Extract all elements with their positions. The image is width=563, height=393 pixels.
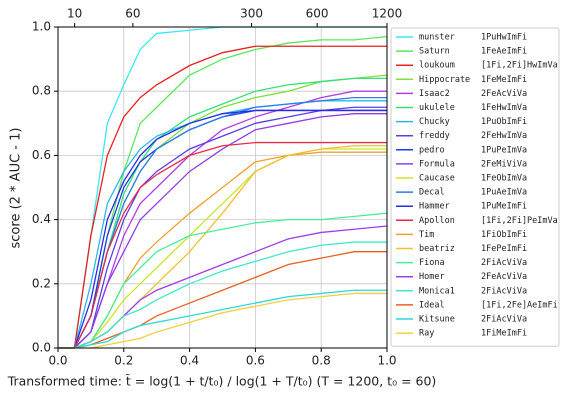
legend-code: 1FeMeImFi (481, 75, 527, 85)
legend-code: 1FeObImVa (481, 174, 527, 184)
x2-tick-label: 10 (67, 7, 82, 21)
series-line (58, 113, 387, 349)
series-line (58, 289, 387, 349)
series-line (58, 45, 387, 349)
series-line (58, 145, 387, 349)
x-tick-label: 0.2 (114, 354, 133, 368)
legend-label: Caucase (419, 174, 455, 184)
y-axis-label: score (2 * AUC - 1) (9, 128, 24, 249)
series-line (58, 148, 387, 349)
legend-code: 1FiObImFi (481, 230, 527, 240)
legend-label: Apollon (419, 216, 455, 226)
legend-label: munster (419, 33, 455, 43)
legend-code: 1FePeImFi (481, 244, 527, 254)
x-tick-label: 0.0 (48, 354, 67, 368)
legend-code: 2FiAcViVa (481, 286, 527, 296)
legend-code: [1Fi,2Fi]HwImVa (481, 61, 558, 71)
legend-label: freddy (419, 131, 450, 141)
x2-tick-label: 600 (306, 7, 329, 21)
plot-frame (57, 26, 388, 349)
legend-label: Formula (419, 159, 455, 169)
legend-label: ukulele (419, 103, 455, 113)
legend-box (390, 27, 560, 347)
legend-label: Monica1 (419, 286, 455, 296)
x-tick-label: 0.6 (246, 354, 265, 368)
legend-label: loukoum (419, 61, 455, 71)
series-line (58, 100, 387, 349)
legend-label: beatriz (419, 244, 455, 254)
x-tick-label: 0.8 (312, 354, 331, 368)
x-tick-label: 0.4 (180, 354, 199, 368)
series-line (58, 241, 387, 349)
legend-code: 1FiMeImFi (481, 329, 527, 339)
legend-code: 2FeAcViVa (481, 272, 527, 282)
legend-code: 1PuObImFi (481, 117, 527, 127)
legend-label: Ray (419, 329, 434, 339)
legend-label: Homer (419, 272, 445, 282)
series-line (58, 141, 387, 349)
legend-label: Tim (419, 230, 434, 240)
y-tick-label: 0.0 (32, 341, 51, 355)
legend-code: 2FeHwImVa (481, 131, 527, 141)
series-line (58, 35, 388, 349)
legend-label: Isaac2 (419, 89, 450, 99)
series-line (58, 74, 388, 349)
legend-code: 2FiAcViVa (481, 315, 527, 325)
x2-tick-label: 300 (240, 7, 263, 21)
legend-code: 2FeAcViVa (481, 89, 527, 99)
y-tick-label: 0.6 (32, 148, 51, 162)
legend-code: 1PuAeImVa (481, 188, 527, 198)
legend-label: Ideal (419, 300, 445, 310)
y-tick-label: 0.8 (32, 84, 51, 98)
legend-code: 1PuPeImVa (481, 145, 527, 155)
legend-label: Kitsune (419, 315, 455, 325)
x-tick-label: 1.0 (377, 354, 396, 368)
x2-tick-label: 60 (125, 7, 140, 21)
y-tick-label: 0.2 (32, 276, 51, 290)
legend-code: 1FeHwImVa (481, 103, 527, 113)
legend-label: pedro (419, 145, 445, 155)
x2-tick-label: 1200 (372, 7, 403, 21)
y-tick-label: 1.0 (32, 20, 51, 34)
legend-code: [1Fi,2Fi]PeImVa (481, 216, 558, 226)
series-line (58, 212, 388, 349)
legend-code: 1FeAeImFi (481, 47, 527, 57)
series-line (58, 292, 387, 349)
x-axis-label: Transformed time: t̃ = log(1 + t/t₀) / l… (7, 374, 437, 389)
legend-code: 1PuHwImFi (481, 33, 527, 43)
legend-label: Fiona (419, 258, 445, 268)
series-line (58, 109, 387, 349)
legend-label: Chucky (419, 117, 450, 127)
legend-label: Saturn (419, 47, 450, 57)
y-tick-label: 0.4 (32, 212, 51, 226)
legend-code: [1Fi,2Fe]AeImFi (481, 300, 558, 310)
legend-label: Decal (419, 188, 445, 198)
legend-code: 1PuMeImFi (481, 202, 527, 212)
legend-label: Hippocrate (419, 75, 470, 85)
legend-label: Hammer (419, 202, 450, 212)
legend-code: 2FeMiViVa (481, 159, 527, 169)
series-line (58, 106, 387, 349)
legend-code: 2FiAcViVa (481, 258, 527, 268)
